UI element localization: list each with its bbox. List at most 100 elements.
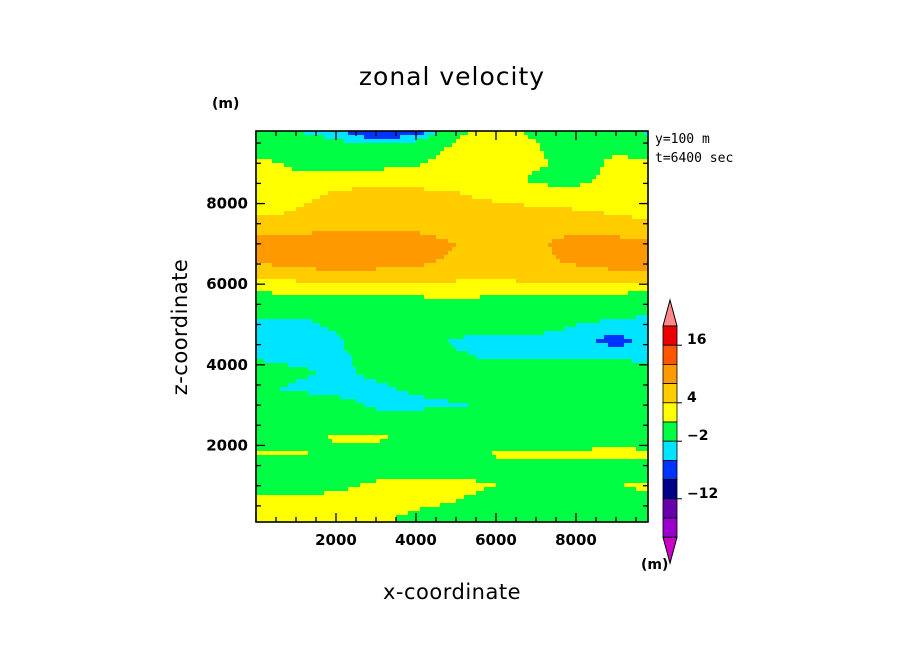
contour-band	[256, 291, 273, 296]
colorbar-swatch	[662, 344, 678, 365]
contour-band	[464, 495, 648, 500]
contour-band	[548, 159, 605, 164]
contour-band	[256, 359, 265, 364]
contour-band	[580, 183, 648, 188]
contour-band	[256, 191, 329, 196]
contour-band	[376, 479, 477, 484]
contour-band	[256, 515, 397, 520]
contour-band	[360, 483, 497, 488]
contour-band	[256, 219, 648, 224]
y-axis: 2000 4000 6000 8000	[206, 142, 648, 507]
contour-band	[552, 247, 648, 252]
contour-band	[624, 483, 648, 488]
contour-band	[288, 383, 389, 388]
contour-band	[476, 491, 648, 496]
contour-band	[308, 367, 357, 372]
contour-band	[256, 507, 421, 512]
colorbar-lower-triangle	[662, 536, 678, 566]
colorbar-swatch	[662, 498, 678, 519]
contour-band	[324, 491, 477, 496]
contour-band	[256, 323, 321, 328]
contour-band	[456, 499, 648, 504]
contour-band	[256, 259, 437, 264]
colorbar-tick-label: 16	[687, 332, 706, 348]
contour-band	[348, 487, 485, 492]
contour-band	[460, 191, 648, 196]
contour-band	[444, 255, 557, 260]
colorbar-swatch	[662, 440, 678, 461]
contour-band	[256, 187, 353, 192]
contour-band	[620, 235, 648, 240]
contour-band	[256, 455, 497, 460]
contour-band	[456, 279, 517, 284]
contour-band	[256, 235, 437, 240]
contour-band	[544, 151, 648, 156]
contour-band	[256, 387, 281, 392]
contour-band	[256, 243, 457, 248]
contour-band	[492, 199, 648, 204]
contour-band	[348, 351, 469, 356]
contour-band	[272, 159, 429, 164]
contour-band	[424, 131, 437, 136]
contour-band	[604, 163, 648, 168]
contour-band	[424, 263, 577, 268]
contour-band	[336, 331, 545, 336]
contour-band	[312, 319, 601, 324]
colorbar-swatch	[662, 363, 678, 384]
contour-band	[452, 143, 541, 148]
x-axis-label: x-coordinate	[383, 580, 521, 604]
colorbar-upper-triangle	[662, 298, 678, 327]
contour-band	[476, 479, 648, 484]
contour-band	[528, 179, 593, 184]
contour-band	[256, 391, 309, 396]
contour-band	[256, 239, 449, 244]
colorbar: 16 4 −2 −12	[662, 298, 718, 566]
contour-band	[256, 419, 648, 424]
contour-band	[364, 135, 401, 140]
contour-band	[600, 171, 648, 176]
contour-band	[256, 371, 317, 376]
contour-band	[256, 471, 648, 476]
contour-band	[312, 231, 421, 236]
contour-band	[632, 215, 648, 220]
contour-band	[296, 379, 377, 384]
contour-band	[516, 279, 648, 284]
contour-band	[256, 231, 313, 236]
contour-band	[560, 259, 648, 264]
contour-band	[256, 495, 465, 500]
contour-band	[436, 155, 545, 160]
contour-band	[456, 139, 537, 144]
contour-band	[256, 251, 449, 256]
contour-band	[548, 163, 605, 168]
contour-band	[256, 383, 289, 388]
colorbar-swatch	[662, 383, 678, 404]
x-tick-label: 2000	[315, 531, 357, 549]
contour-band	[396, 519, 648, 522]
contour-band	[256, 223, 648, 228]
contour-band	[320, 323, 577, 328]
contour-band	[388, 435, 648, 440]
colorbar-swatch	[662, 402, 678, 423]
contour-band	[356, 399, 449, 404]
contour-band	[256, 435, 329, 440]
contour-band	[596, 175, 648, 180]
annotation-y: y=100 m	[655, 132, 710, 147]
contour-band	[552, 251, 648, 256]
contour-band	[256, 351, 349, 356]
contour-band	[604, 159, 648, 164]
contour-band	[428, 159, 549, 164]
contour-band	[256, 171, 533, 176]
contour-band	[256, 447, 593, 452]
contour-band	[636, 487, 648, 492]
contour-band	[256, 155, 437, 160]
contour-band	[324, 135, 365, 140]
contour-band	[256, 491, 325, 496]
contour-band	[256, 163, 285, 168]
contour-band	[564, 235, 621, 240]
contour-band	[604, 211, 648, 216]
contour-band	[256, 415, 648, 420]
contour-band	[572, 207, 648, 212]
contour-band	[384, 167, 541, 172]
contour-band	[316, 371, 357, 376]
contour-band	[400, 135, 429, 140]
